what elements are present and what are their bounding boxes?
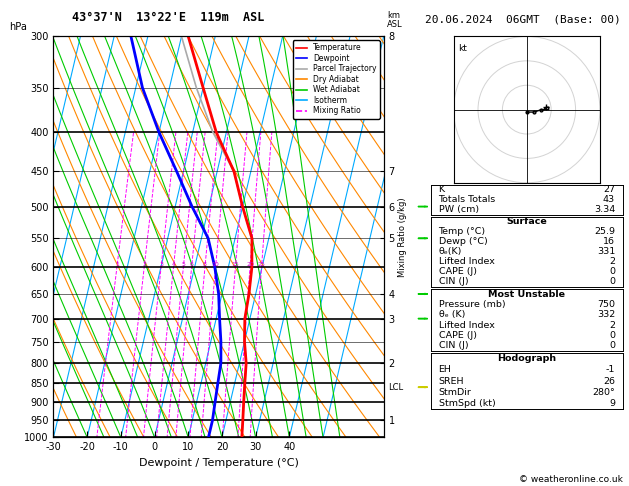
Text: 8: 8 (203, 262, 207, 267)
Text: Temp (°C): Temp (°C) (438, 227, 486, 236)
Text: θₑ (K): θₑ (K) (438, 310, 465, 319)
Text: hPa: hPa (9, 21, 27, 32)
Text: 25: 25 (258, 262, 265, 267)
Legend: Temperature, Dewpoint, Parcel Trajectory, Dry Adiabat, Wet Adiabat, Isotherm, Mi: Temperature, Dewpoint, Parcel Trajectory… (292, 40, 380, 119)
Text: 20.06.2024  06GMT  (Base: 00): 20.06.2024 06GMT (Base: 00) (425, 14, 620, 24)
Text: CAPE (J): CAPE (J) (438, 331, 477, 340)
Text: 3: 3 (159, 262, 163, 267)
Text: PW (cm): PW (cm) (438, 205, 479, 214)
Text: 2: 2 (609, 258, 615, 266)
Text: 6: 6 (190, 262, 194, 267)
Text: CIN (J): CIN (J) (438, 341, 468, 350)
Text: 16: 16 (603, 237, 615, 246)
Text: CAPE (J): CAPE (J) (438, 267, 477, 277)
Text: Hodograph: Hodograph (498, 354, 556, 363)
Text: 2: 2 (609, 321, 615, 330)
Text: 15: 15 (231, 262, 239, 267)
Text: SREH: SREH (438, 377, 464, 385)
Text: LCL: LCL (388, 382, 403, 392)
Text: StmDir: StmDir (438, 388, 471, 397)
Text: © weatheronline.co.uk: © weatheronline.co.uk (519, 474, 623, 484)
Text: Dewp (°C): Dewp (°C) (438, 237, 487, 246)
Text: 280°: 280° (593, 388, 615, 397)
Text: 5: 5 (181, 262, 186, 267)
Text: 0: 0 (609, 341, 615, 350)
Text: Most Unstable: Most Unstable (488, 290, 565, 298)
X-axis label: Dewpoint / Temperature (°C): Dewpoint / Temperature (°C) (138, 458, 299, 468)
Text: 25.9: 25.9 (594, 227, 615, 236)
Text: Mixing Ratio (g/kg): Mixing Ratio (g/kg) (398, 197, 407, 277)
Text: Totals Totals: Totals Totals (438, 195, 496, 204)
Text: 0: 0 (609, 267, 615, 277)
Text: CIN (J): CIN (J) (438, 278, 468, 286)
Text: 332: 332 (597, 310, 615, 319)
Text: 43°37'N  13°22'E  119m  ASL: 43°37'N 13°22'E 119m ASL (72, 11, 265, 24)
Text: -1: -1 (606, 365, 615, 374)
Text: 43: 43 (603, 195, 615, 204)
Text: Surface: Surface (506, 217, 547, 226)
Text: 9: 9 (609, 399, 615, 408)
Text: 3.34: 3.34 (594, 205, 615, 214)
Text: 331: 331 (597, 247, 615, 256)
Text: 10: 10 (212, 262, 220, 267)
Text: 0: 0 (609, 331, 615, 340)
Text: 20: 20 (246, 262, 254, 267)
Text: Pressure (mb): Pressure (mb) (438, 300, 505, 309)
Text: 1: 1 (115, 262, 119, 267)
Text: 27: 27 (603, 185, 615, 194)
Text: 4: 4 (172, 262, 175, 267)
Text: θₑ(K): θₑ(K) (438, 247, 462, 256)
Text: kt: kt (459, 44, 467, 53)
Text: Lifted Index: Lifted Index (438, 321, 494, 330)
Text: 2: 2 (142, 262, 146, 267)
Text: 26: 26 (603, 377, 615, 385)
Text: km
ASL: km ASL (387, 11, 403, 29)
Text: 0: 0 (609, 278, 615, 286)
Text: K: K (438, 185, 445, 194)
Text: 750: 750 (597, 300, 615, 309)
Text: Lifted Index: Lifted Index (438, 258, 494, 266)
Text: EH: EH (438, 365, 452, 374)
Text: StmSpd (kt): StmSpd (kt) (438, 399, 495, 408)
